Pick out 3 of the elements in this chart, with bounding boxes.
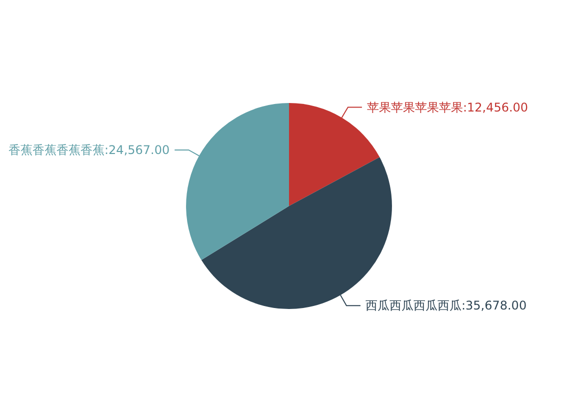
slice-label: 苹果苹果苹果苹果:12,456.00 (366, 100, 528, 114)
slice-label: 西瓜西瓜西瓜西瓜:35,678.00 (365, 298, 527, 313)
slice-label: 香蕉香蕉香蕉香蕉:24,567.00 (8, 142, 170, 157)
